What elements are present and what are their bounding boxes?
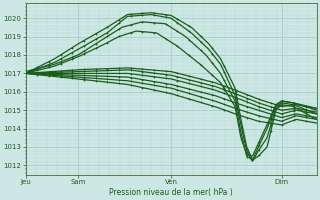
- X-axis label: Pression niveau de la mer( hPa ): Pression niveau de la mer( hPa ): [109, 188, 233, 197]
